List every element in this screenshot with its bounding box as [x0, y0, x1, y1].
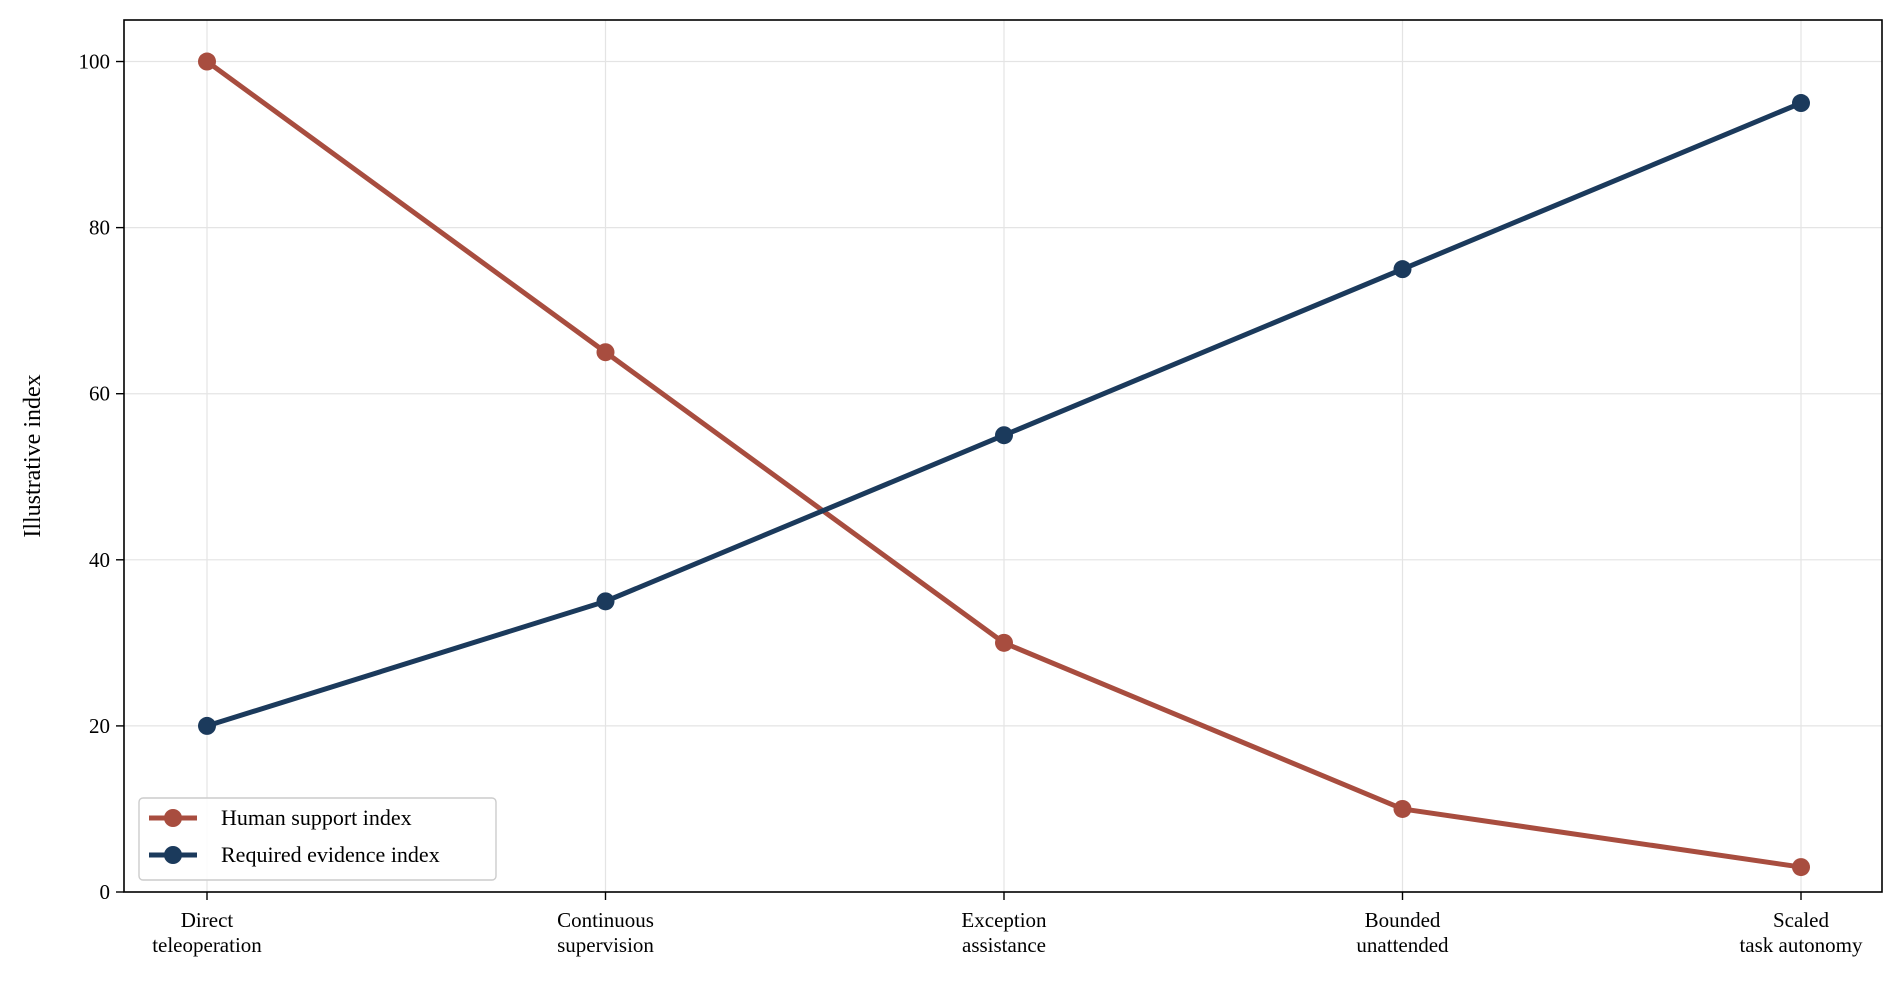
- x-tick-label: Exception assistance: [961, 908, 1047, 957]
- series-layer: [198, 52, 1810, 877]
- legend-swatch-marker: [164, 809, 182, 827]
- grid-layer: [124, 20, 1882, 893]
- axis-layer: Direct teleoperation Continuous supervision…: [79, 50, 1864, 958]
- y-tick-label: 100: [79, 50, 111, 74]
- series-0-point: [198, 52, 216, 71]
- legend-box: [138, 797, 497, 881]
- y-tick-label: 0: [100, 880, 111, 904]
- series-1-point: [995, 426, 1013, 445]
- plot-frame: [123, 19, 1883, 893]
- y-tick-label: 20: [89, 714, 110, 738]
- y-tick-label: 60: [89, 382, 110, 406]
- x-tick-label: Scaled task autonomy: [1739, 908, 1863, 957]
- y-tick-label: 80: [89, 216, 110, 240]
- legend-label: Human support index: [221, 805, 412, 830]
- series-0-point: [596, 343, 615, 362]
- x-tick-label: Continuous supervision: [557, 908, 654, 957]
- legend: Human support index Required evidence ind…: [138, 797, 497, 881]
- legend-swatch-marker: [164, 846, 182, 864]
- series-1-point: [1792, 94, 1810, 113]
- legend-label: Required evidence index: [221, 842, 440, 867]
- series-1-point: [1393, 260, 1412, 279]
- y-axis-title: Illustrative index: [20, 374, 46, 537]
- y-tick-label: 40: [89, 548, 110, 572]
- series-1-point: [596, 592, 615, 611]
- x-tick-label: Bounded unattended: [1356, 908, 1449, 957]
- series-0-point: [1393, 799, 1412, 818]
- series-0-point: [1792, 858, 1810, 877]
- series-1-point: [198, 716, 216, 735]
- series-0-point: [995, 633, 1013, 652]
- x-tick-label: Direct teleoperation: [152, 908, 262, 957]
